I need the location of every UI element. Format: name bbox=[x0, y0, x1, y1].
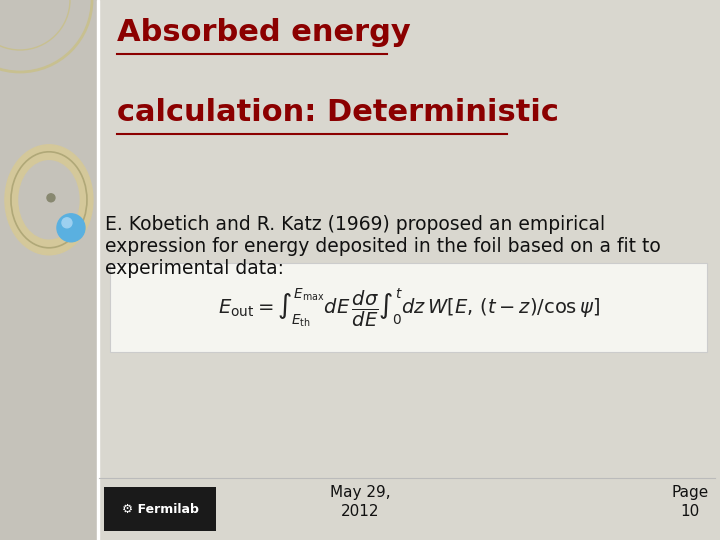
Text: ⚙ Fermilab: ⚙ Fermilab bbox=[122, 503, 199, 516]
Circle shape bbox=[57, 214, 85, 242]
Circle shape bbox=[62, 218, 72, 228]
Text: May 29,
2012: May 29, 2012 bbox=[330, 484, 390, 519]
Text: Page
10: Page 10 bbox=[671, 484, 708, 519]
Text: Absorbed energy: Absorbed energy bbox=[117, 18, 410, 47]
Bar bbox=[97, 0, 99, 540]
Bar bbox=[0, 0, 97, 540]
Ellipse shape bbox=[5, 145, 93, 255]
Circle shape bbox=[47, 194, 55, 202]
FancyBboxPatch shape bbox=[110, 263, 707, 352]
Ellipse shape bbox=[19, 161, 79, 239]
FancyBboxPatch shape bbox=[104, 487, 216, 531]
Text: $E_{\mathrm{out}} = \int_{E_{\mathrm{th}}}^{E_{\mathrm{max}}} dE\,\dfrac{d\sigma: $E_{\mathrm{out}} = \int_{E_{\mathrm{th}… bbox=[217, 286, 600, 329]
Text: experimental data:: experimental data: bbox=[105, 259, 284, 278]
Text: expression for energy deposited in the foil based on a fit to: expression for energy deposited in the f… bbox=[105, 237, 661, 256]
Text: calculation: Deterministic: calculation: Deterministic bbox=[117, 98, 559, 127]
Text: E. Kobetich and R. Katz (1969) proposed an empirical: E. Kobetich and R. Katz (1969) proposed … bbox=[105, 215, 605, 234]
